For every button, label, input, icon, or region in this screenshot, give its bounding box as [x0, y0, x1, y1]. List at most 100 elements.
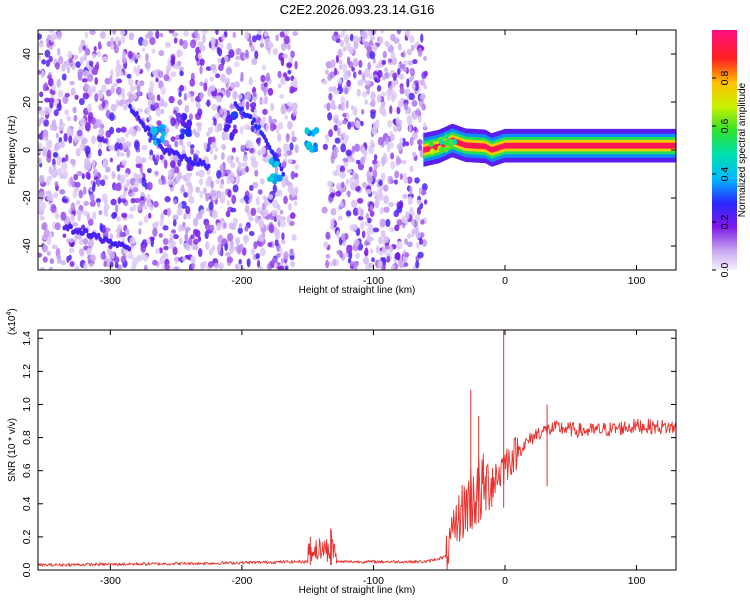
noise-speckle [120, 255, 126, 264]
noise-speckle [267, 87, 274, 96]
noise-speckle [244, 205, 250, 214]
noise-speckle [379, 188, 383, 194]
noise-speckle [369, 139, 375, 146]
blob-mark [184, 127, 192, 136]
noise-speckle [148, 114, 152, 122]
noise-speckle [409, 165, 414, 173]
noise-speckle [406, 233, 412, 239]
noise-speckle [216, 169, 222, 179]
noise-speckle [202, 34, 206, 43]
blob-mark [231, 111, 239, 120]
noise-speckle [69, 176, 74, 186]
noise-speckle [172, 214, 179, 221]
noise-speckle [40, 69, 45, 79]
noise-speckle [252, 181, 259, 189]
noise-speckle [269, 122, 275, 132]
noise-speckle [197, 235, 202, 243]
noise-speckle [396, 240, 403, 250]
noise-speckle [407, 196, 414, 206]
noise-speckle [369, 226, 375, 235]
y-tick-label: -40 [21, 238, 33, 253]
noise-speckle [371, 44, 378, 53]
noise-speckle [336, 120, 343, 127]
noise-speckle [98, 142, 103, 149]
noise-speckle [38, 42, 45, 48]
noise-speckle [87, 247, 92, 256]
noise-speckle [61, 161, 68, 171]
noise-speckle [345, 149, 352, 157]
noise-speckle [240, 144, 246, 150]
noise-speckle [343, 72, 348, 78]
noise-speckle [119, 174, 126, 184]
noise-speckle [383, 195, 389, 205]
noise-speckle [86, 214, 91, 221]
noise-speckle [350, 199, 358, 208]
noise-speckle [189, 78, 196, 87]
noise-speckle [89, 254, 96, 262]
noise-speckle [287, 184, 294, 194]
noise-speckle [243, 234, 250, 243]
noise-speckle [115, 127, 122, 133]
noise-speckle [346, 56, 351, 65]
noise-speckle [109, 75, 113, 85]
noise-speckle [349, 177, 354, 186]
noise-speckle [112, 82, 118, 87]
noise-speckle [366, 175, 373, 184]
noise-speckle [121, 212, 128, 219]
noise-speckle [291, 233, 297, 241]
noise-speckle [101, 100, 106, 109]
noise-speckle [79, 56, 84, 65]
noise-speckle [186, 93, 192, 99]
noise-speckle [110, 85, 115, 94]
noise-speckle [404, 238, 408, 245]
noise-speckle [343, 160, 349, 168]
noise-speckle [411, 99, 418, 107]
noise-speckle [175, 174, 181, 184]
track-mark [264, 137, 268, 144]
noise-speckle [412, 58, 418, 65]
noise-speckle [83, 53, 87, 62]
noise-speckle [78, 248, 85, 256]
noise-speckle [332, 258, 337, 267]
noise-speckle [79, 117, 86, 127]
noise-speckle [277, 121, 284, 130]
noise-speckle [92, 211, 97, 220]
noise-speckle [397, 43, 402, 51]
noise-speckle [121, 56, 128, 64]
noise-speckle [418, 144, 423, 152]
noise-speckle [331, 34, 338, 41]
noise-speckle [229, 244, 234, 254]
noise-speckle [377, 194, 382, 203]
noise-speckle [293, 77, 298, 86]
noise-speckle [390, 152, 395, 160]
noise-speckle [279, 31, 286, 38]
noise-speckle [353, 265, 358, 270]
noise-speckle [287, 69, 292, 75]
noise-speckle [365, 213, 370, 220]
noise-speckle [396, 106, 401, 115]
noise-speckle [239, 243, 244, 252]
noise-speckle [386, 93, 392, 101]
noise-speckle [53, 191, 59, 199]
signal-onset-mark [428, 141, 434, 148]
noise-speckle [173, 198, 178, 205]
noise-speckle [120, 126, 127, 133]
noise-speckle [163, 245, 169, 251]
noise-speckle [388, 175, 394, 184]
noise-speckle [124, 172, 129, 178]
noise-speckle [172, 64, 179, 69]
noise-speckle [76, 129, 83, 137]
noise-speckle [283, 251, 289, 260]
noise-speckle [194, 30, 199, 39]
noise-speckle [328, 129, 334, 138]
noise-speckle [248, 216, 254, 222]
noise-speckle [60, 211, 67, 221]
noise-speckle [385, 42, 391, 48]
noise-speckle [154, 248, 160, 255]
noise-speckle [361, 108, 365, 115]
noise-speckle [399, 73, 405, 80]
noise-speckle [99, 222, 103, 232]
noise-speckle [70, 87, 76, 96]
noise-speckle [246, 258, 251, 268]
x-tick-label: -300 [100, 275, 121, 287]
